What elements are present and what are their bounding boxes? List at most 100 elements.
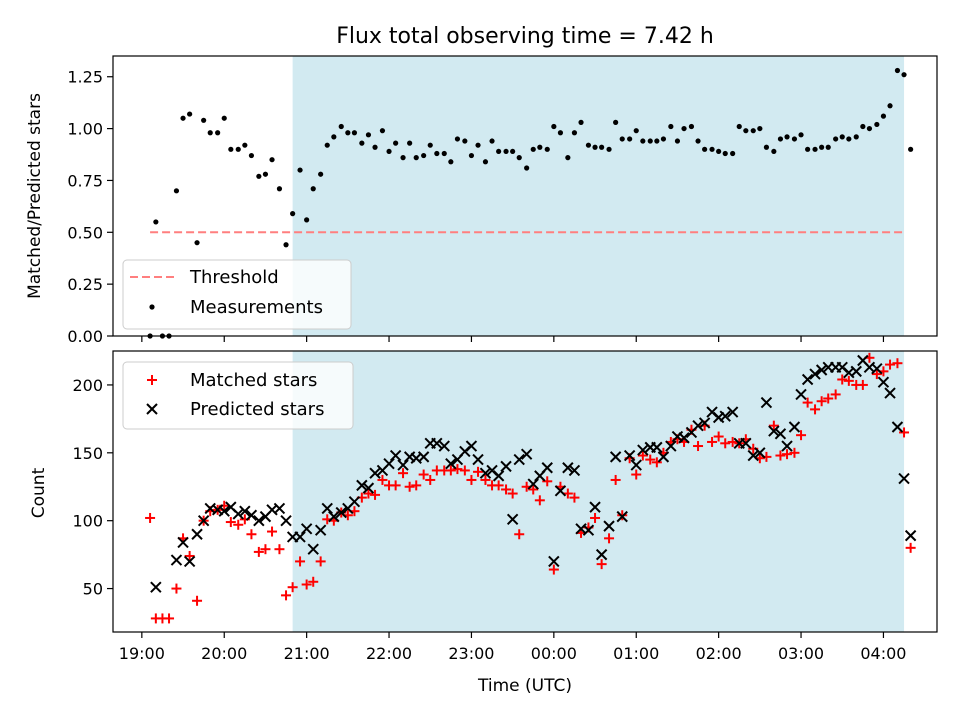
measurement-point bbox=[805, 146, 811, 152]
measurement-point bbox=[153, 219, 159, 225]
measurement-point bbox=[221, 115, 227, 121]
matched-star-marker bbox=[445, 465, 456, 476]
legend-measurements-swatch bbox=[149, 304, 155, 310]
measurement-point bbox=[524, 165, 530, 171]
marker-stroke bbox=[651, 441, 663, 454]
measurement-point bbox=[516, 155, 522, 161]
measurement-point bbox=[716, 148, 722, 155]
matched-star-marker bbox=[480, 474, 491, 485]
measurement-point bbox=[812, 146, 818, 152]
marker-stroke bbox=[239, 505, 251, 517]
matched-star-marker bbox=[145, 512, 156, 523]
matched-star-marker bbox=[473, 466, 484, 477]
measurement-point bbox=[681, 125, 687, 132]
marker-stroke bbox=[232, 508, 244, 520]
marker-stroke bbox=[383, 457, 395, 470]
matched-star-marker bbox=[637, 450, 648, 461]
matched-star-marker bbox=[171, 583, 182, 594]
measurement-point bbox=[194, 240, 200, 246]
marker-stroke bbox=[294, 531, 306, 543]
measurement-point bbox=[777, 136, 784, 142]
axes-frame bbox=[112, 55, 938, 337]
marker-stroke bbox=[410, 452, 422, 464]
marker-stroke bbox=[183, 555, 196, 568]
predicted-star-marker bbox=[513, 453, 525, 466]
measurement-point bbox=[482, 159, 489, 165]
marker-stroke bbox=[692, 419, 704, 432]
axes-frame bbox=[112, 350, 938, 633]
matched-star-marker bbox=[253, 546, 264, 557]
matched-star-marker bbox=[693, 441, 704, 452]
predicted-star-marker bbox=[665, 440, 677, 452]
marker-stroke bbox=[225, 501, 237, 513]
matched-star-marker bbox=[287, 582, 298, 593]
marker-stroke bbox=[218, 505, 230, 517]
measurement-point bbox=[654, 138, 660, 144]
measurement-point bbox=[825, 144, 831, 150]
matched-star-marker bbox=[905, 542, 916, 553]
predicted-star-marker bbox=[541, 462, 553, 474]
matched-star-marker bbox=[569, 492, 580, 503]
measurement-point bbox=[304, 217, 310, 223]
measurement-point bbox=[633, 128, 639, 134]
measurement-point bbox=[503, 148, 509, 155]
matched-star-marker bbox=[871, 369, 882, 380]
matched-star-marker bbox=[260, 544, 271, 555]
marker-stroke bbox=[795, 388, 807, 401]
marker-stroke bbox=[630, 459, 642, 471]
measurement-point bbox=[791, 136, 798, 142]
marker-stroke bbox=[170, 554, 183, 566]
matched-star-marker bbox=[459, 465, 470, 476]
marker-stroke bbox=[389, 449, 402, 462]
measurement-point bbox=[242, 142, 248, 148]
predicted-star-marker bbox=[754, 447, 766, 459]
x-tick-label: 03:00 bbox=[778, 644, 824, 663]
marker-stroke bbox=[589, 501, 601, 513]
marker-stroke bbox=[348, 495, 361, 508]
measurement-point bbox=[248, 152, 255, 159]
measurement-point bbox=[668, 123, 674, 130]
measurement-point bbox=[736, 123, 742, 130]
measurement-point bbox=[372, 144, 378, 150]
predicted-star-marker bbox=[554, 485, 567, 497]
legend-matched-label: Matched stars bbox=[190, 370, 317, 391]
predicted-star-marker bbox=[562, 462, 574, 474]
predicted-star-marker bbox=[389, 449, 402, 462]
measurement-point bbox=[660, 136, 667, 142]
predicted-star-marker bbox=[630, 459, 642, 471]
marker-stroke bbox=[706, 406, 718, 418]
marker-stroke bbox=[788, 421, 801, 433]
measurement-point bbox=[365, 132, 372, 138]
measurement-point bbox=[421, 152, 427, 159]
marker-stroke bbox=[280, 514, 292, 527]
measurement-point bbox=[187, 111, 193, 117]
predicted-star-marker bbox=[747, 449, 759, 462]
predicted-star-marker bbox=[150, 581, 162, 593]
measurement-point bbox=[757, 125, 763, 132]
matched-star-marker bbox=[301, 579, 312, 590]
matched-star-marker bbox=[713, 431, 724, 442]
measurement-point bbox=[359, 140, 365, 146]
marker-stroke bbox=[520, 448, 533, 460]
measurement-point bbox=[819, 144, 825, 150]
marker-stroke bbox=[809, 368, 821, 380]
predicted-star-marker bbox=[506, 513, 519, 526]
marker-stroke bbox=[719, 410, 731, 422]
predicted-star-marker bbox=[692, 419, 704, 432]
measurement-point bbox=[338, 123, 344, 130]
matched-star-marker bbox=[452, 464, 463, 475]
measurement-point bbox=[860, 123, 866, 130]
measurement-point bbox=[627, 136, 633, 142]
predicted-star-marker bbox=[218, 505, 230, 517]
matched-star-marker bbox=[610, 474, 621, 485]
measurement-point bbox=[345, 130, 351, 136]
predicted-star-marker bbox=[356, 479, 368, 492]
matched-star-marker bbox=[802, 397, 813, 408]
marker-stroke bbox=[665, 440, 677, 452]
matched-star-marker bbox=[885, 359, 896, 370]
marker-stroke bbox=[801, 373, 814, 386]
measurement-point bbox=[489, 138, 495, 144]
predicted-star-marker bbox=[445, 457, 457, 470]
measurement-point bbox=[276, 186, 283, 192]
measurement-point bbox=[180, 115, 186, 121]
